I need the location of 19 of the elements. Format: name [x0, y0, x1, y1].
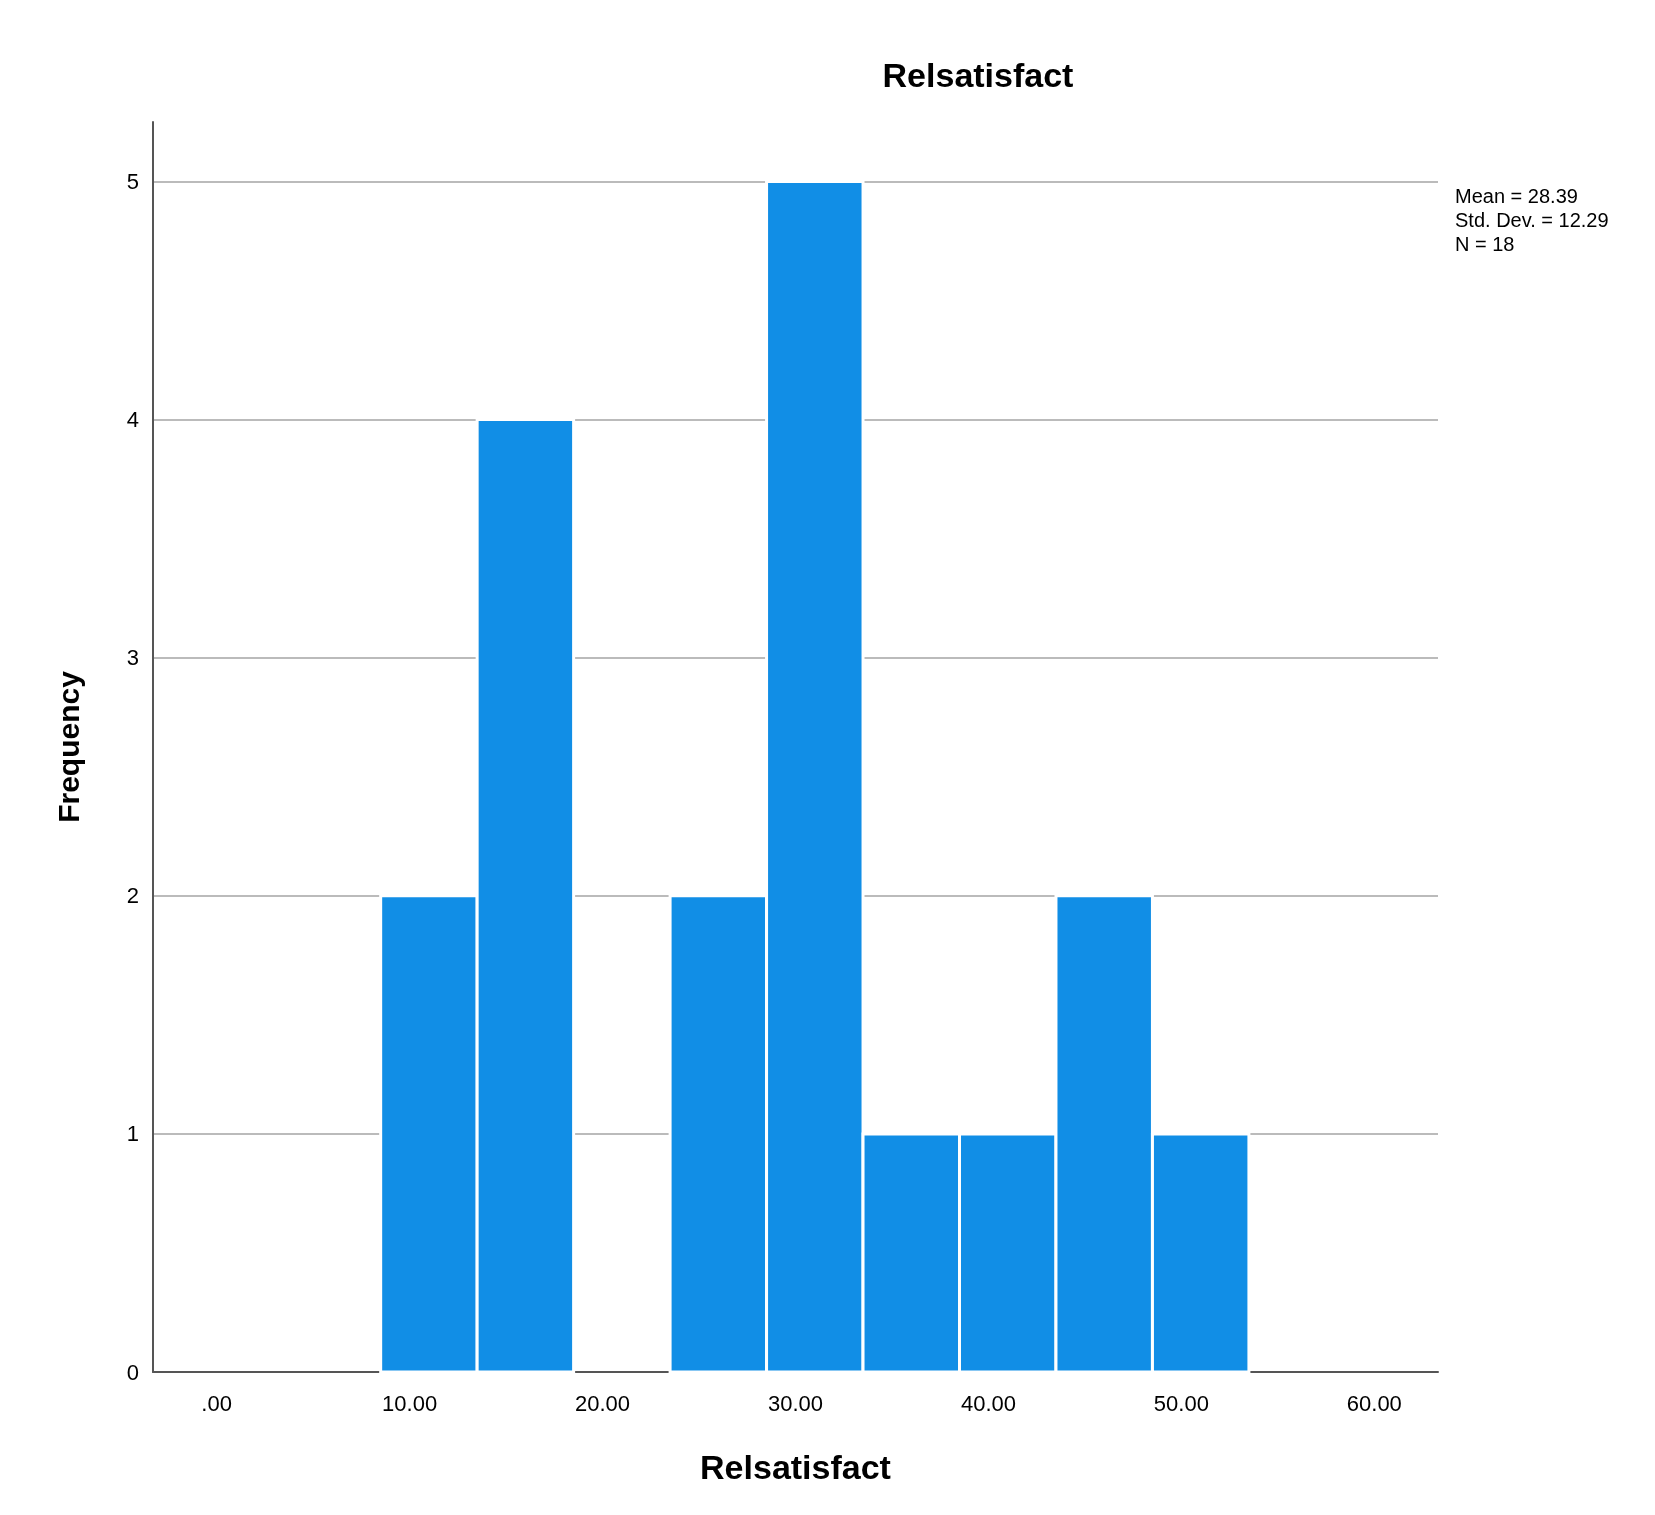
y-tick-label: 5: [126, 169, 139, 195]
x-tick-label: .00: [201, 1390, 232, 1416]
y-axis-title: Frequency: [51, 670, 85, 823]
x-tick-label: 50.00: [1153, 1390, 1209, 1416]
y-tick-label: 2: [126, 883, 139, 909]
x-tick-label: 60.00: [1346, 1390, 1402, 1416]
x-tick-label: 40.00: [960, 1390, 1016, 1416]
text: N = 18: [1455, 233, 1515, 255]
x-tick-label: 10.00: [382, 1390, 438, 1416]
y-tick-label: 4: [126, 407, 139, 433]
x-tick-label: 20.00: [575, 1390, 631, 1416]
y-tick-label: 1: [126, 1121, 139, 1147]
y-tick-label: 3: [126, 645, 139, 671]
y-tick-label: 0: [126, 1359, 139, 1385]
x-tick-label: 30.00: [767, 1390, 824, 1416]
text: Std. Dev. = 12.29: [1455, 209, 1609, 231]
chart-title: Relsatisfact: [882, 56, 1074, 94]
x-axis-title: Relsatisfact: [700, 1448, 891, 1486]
text: Mean = 28.39: [1455, 185, 1578, 207]
